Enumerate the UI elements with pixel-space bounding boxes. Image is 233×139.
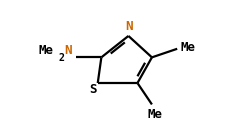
Text: S: S	[89, 83, 97, 96]
Text: N: N	[126, 20, 133, 33]
Text: Me: Me	[147, 108, 162, 121]
Text: N: N	[64, 44, 72, 57]
Text: 2: 2	[59, 53, 65, 63]
Text: Me: Me	[38, 44, 53, 57]
Text: Me: Me	[181, 41, 196, 54]
